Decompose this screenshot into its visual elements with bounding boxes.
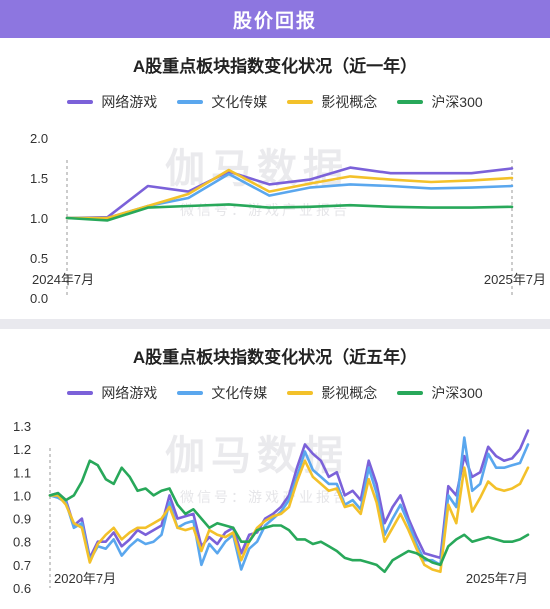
series-line-4 xyxy=(48,459,530,574)
legend-item: 网络游戏 xyxy=(67,92,157,112)
line-chart-one-year: 2.0 1.5 1.0 0.5 0.0 2024年7月 2025年7月 xyxy=(30,131,546,306)
y-tick-label: 0.0 xyxy=(30,291,48,306)
legend-item: 文化传媒 xyxy=(177,92,267,112)
series-line-3 xyxy=(48,459,530,574)
legend-swatch xyxy=(397,100,424,104)
y-tick-label: 2.0 xyxy=(30,131,48,146)
legend-item: 沪深300 xyxy=(397,383,483,403)
series-line-3 xyxy=(65,168,514,220)
section-header: 股价回报 xyxy=(0,0,550,38)
y-tick-label: 1.0 xyxy=(13,488,31,503)
y-tick-label: 0.7 xyxy=(13,558,31,573)
legend-item: 文化传媒 xyxy=(177,383,267,403)
x-end-label: 2025年7月 xyxy=(466,571,528,586)
x-end-label: 2025年7月 xyxy=(484,272,546,287)
legend-item: 沪深300 xyxy=(397,92,483,112)
chart-panel-five-year: A股重点板块指数变化状况（近五年） 网络游戏 文化传媒 影视概念 沪深300 伽马数据… xyxy=(0,329,550,609)
legend-swatch xyxy=(397,391,424,395)
y-tick-label: 0.5 xyxy=(30,251,48,266)
y-tick-label: 1.2 xyxy=(13,442,31,457)
y-tick-label: 1.3 xyxy=(13,419,31,434)
legend-label: 影视概念 xyxy=(321,94,378,110)
legend-swatch xyxy=(287,100,314,104)
legend-label: 网络游戏 xyxy=(101,385,158,401)
legend-label: 网络游戏 xyxy=(101,94,158,110)
series-line-1 xyxy=(65,166,514,220)
legend-swatch xyxy=(177,391,204,395)
legend-label: 文化传媒 xyxy=(211,385,268,401)
x-start-label: 2024年7月 xyxy=(32,272,94,287)
legend-swatch xyxy=(177,100,204,104)
series-line-4 xyxy=(65,203,514,222)
y-tick-label: 0.8 xyxy=(13,535,31,550)
y-tick-label: 0.9 xyxy=(13,512,31,527)
legend-swatch xyxy=(287,391,314,395)
y-tick-label: 1.0 xyxy=(30,211,48,226)
x-start-label: 2020年7月 xyxy=(54,571,116,586)
y-tick-label: 1.5 xyxy=(30,171,48,186)
legend-swatch xyxy=(67,100,94,104)
legend-label: 影视概念 xyxy=(321,385,378,401)
watermark-subtitle: 微信号：游戏产业报告 xyxy=(180,489,350,505)
chart-legend: 网络游戏 文化传媒 影视概念 沪深300 xyxy=(0,383,550,403)
chart-title: A股重点板块指数变化状况（近一年） xyxy=(132,57,418,76)
chart-title: A股重点板块指数变化状况（近五年） xyxy=(132,348,418,367)
legend-item: 网络游戏 xyxy=(67,383,157,403)
legend-item: 影视概念 xyxy=(287,383,377,403)
legend-swatch xyxy=(67,391,94,395)
line-chart-five-year: 1.3 1.2 1.1 1.0 0.9 0.8 0.7 0.6 2020年7月 2025年7月 xyxy=(13,419,530,596)
section-title: 股价回报 xyxy=(232,10,317,32)
legend-label: 沪深300 xyxy=(431,94,483,110)
legend-label: 文化传媒 xyxy=(211,94,268,110)
series-line-1 xyxy=(48,429,530,560)
legend-item: 影视概念 xyxy=(287,92,377,112)
y-tick-label: 1.1 xyxy=(13,465,31,480)
series-line-2 xyxy=(48,436,530,571)
panel-divider xyxy=(0,319,550,329)
y-tick-label: 0.6 xyxy=(13,581,31,596)
chart-panel-one-year: A股重点板块指数变化状况（近一年） 网络游戏 文化传媒 影视概念 沪深300 伽马数据… xyxy=(0,38,550,319)
legend-label: 沪深300 xyxy=(431,385,483,401)
chart-legend: 网络游戏 文化传媒 影视概念 沪深300 xyxy=(0,92,550,112)
